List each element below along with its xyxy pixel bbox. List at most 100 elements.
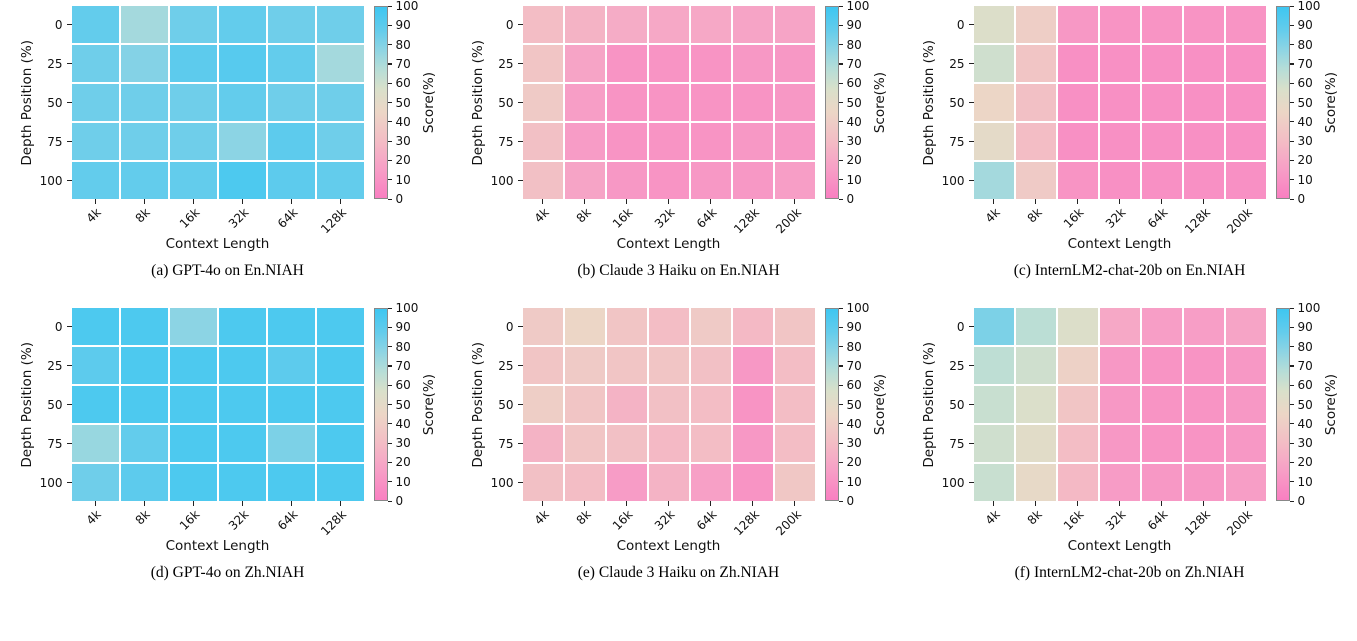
heatmap-cell: [690, 6, 731, 43]
y-tick-label: 25: [949, 358, 965, 373]
colorbar-label-wrap: Score(%): [872, 308, 888, 501]
heatmap-cell: [267, 425, 315, 462]
colorbar-tick-label: 80: [1297, 339, 1313, 354]
x-tick-label: 128k: [1181, 507, 1213, 539]
x-tick-mark: [584, 199, 586, 204]
colorbar-tick-mark: [387, 198, 392, 200]
heatmap-cell: [648, 6, 689, 43]
x-tick-label: 8k: [573, 507, 594, 528]
y-tick-label: 75: [47, 134, 63, 149]
heatmap-cell: [1099, 386, 1140, 423]
colorbar-tick-mark: [838, 24, 843, 26]
colorbar-tick-mark: [838, 102, 843, 104]
panel-caption: (a) GPT-4o on En.NIAH: [151, 262, 304, 279]
y-tick-mark: [968, 141, 974, 143]
heatmap-cell: [218, 123, 266, 160]
colorbar-tick-mark: [387, 102, 392, 104]
heatmap-cell: [606, 84, 647, 121]
x-tick-label: 32k: [652, 205, 678, 231]
x-axis-label: Context Length: [1067, 236, 1172, 252]
heatmap-cell: [120, 123, 168, 160]
colorbar: [1275, 6, 1290, 199]
colorbar-tick-label: 20: [1297, 455, 1313, 470]
x-tick-mark: [339, 501, 341, 506]
heatmap-cell: [973, 6, 1014, 43]
colorbar-tick-label: 70: [1297, 358, 1313, 373]
heatmap-grid: [973, 308, 1266, 501]
heatmap-cell: [1183, 45, 1224, 82]
heatmap-cell: [648, 45, 689, 82]
heatmap-cell: [169, 308, 217, 345]
y-tick-mark: [66, 404, 72, 406]
x-tick-label: 16k: [610, 205, 636, 231]
heatmap-cell: [218, 308, 266, 345]
y-tick-mark: [517, 102, 523, 104]
heatmap-cell: [1183, 84, 1224, 121]
y-tick-label: 50: [47, 95, 63, 110]
colorbar-tick-mark: [1289, 307, 1294, 309]
heatmap-panel: Depth Position (%) 0 25 50 75 100 4k 8k 16k 32k…: [2, 0, 453, 280]
heatmap-grid: [522, 6, 815, 199]
colorbar-tick-mark: [387, 179, 392, 181]
y-axis-label-wrap: Depth Position (%): [921, 308, 937, 501]
heatmap-cell: [316, 386, 364, 423]
x-tick-mark: [192, 199, 194, 204]
colorbar-label: Score(%): [420, 373, 437, 436]
heatmap-cell: [564, 308, 605, 345]
x-tick-label: 4k: [531, 507, 552, 528]
y-tick-label: 0: [956, 17, 965, 32]
heatmap-cell: [564, 123, 605, 160]
colorbar-tick-label: 0: [846, 494, 855, 508]
colorbar-tick-mark: [838, 404, 843, 406]
heatmap-cell: [169, 347, 217, 384]
y-tick-mark: [968, 63, 974, 65]
y-tick-label: 75: [47, 436, 63, 451]
y-tick-mark: [66, 102, 72, 104]
colorbar-tick-label: 70: [846, 56, 862, 71]
heatmap-cell: [1057, 123, 1098, 160]
colorbar-tick-mark: [838, 500, 843, 502]
colorbar: [824, 6, 839, 199]
colorbar-tick-label: 0: [395, 192, 404, 206]
heatmap-cell: [218, 464, 266, 501]
y-axis-label-wrap: Depth Position (%): [921, 6, 937, 199]
colorbar-tick-label: 10: [846, 474, 862, 489]
colorbar-tick-mark: [838, 63, 843, 65]
y-tick-label: 100: [941, 475, 965, 490]
heatmap-cell: [606, 308, 647, 345]
heatmap-cell: [732, 308, 773, 345]
heatmap-cell: [606, 386, 647, 423]
colorbar-tick-label: 60: [846, 378, 862, 393]
colorbar-label-wrap: Score(%): [421, 308, 437, 501]
x-tick-mark: [192, 501, 194, 506]
heatmap-cell: [316, 6, 364, 43]
colorbar-tick-mark: [1289, 82, 1294, 84]
heatmap-cell: [71, 464, 119, 501]
heatmap-cell: [732, 84, 773, 121]
y-tick-label: 100: [490, 475, 514, 490]
heatmap-cell: [1225, 84, 1266, 121]
y-tick-label: 75: [949, 134, 965, 149]
x-tick-mark: [1245, 199, 1247, 204]
y-tick-label: 0: [505, 17, 514, 32]
heatmap-panel: Depth Position (%) 0 25 50 75 100 4k 8k 16k 32k…: [453, 302, 904, 582]
x-tick-mark: [1161, 199, 1163, 204]
x-tick-label: 200k: [1223, 507, 1255, 539]
x-axis-ticks: 4k 8k 16k 32k 64k 128k 200k: [974, 199, 1266, 236]
y-tick-label: 0: [505, 319, 514, 334]
heatmap-cell: [218, 162, 266, 199]
heatmap-cell: [732, 123, 773, 160]
x-tick-label: 16k: [1061, 507, 1087, 533]
y-tick-mark: [968, 180, 974, 182]
heatmap-cell: [316, 123, 364, 160]
y-tick-mark: [66, 141, 72, 143]
colorbar-tick-mark: [387, 5, 392, 7]
x-tick-mark: [710, 501, 712, 506]
heatmap-cell: [71, 425, 119, 462]
colorbar-tick-label: 50: [395, 95, 411, 110]
heatmap-cell: [1015, 464, 1056, 501]
colorbar-tick-label: 10: [846, 172, 862, 187]
heatmap-cell: [690, 386, 731, 423]
heatmap-cell: [1225, 6, 1266, 43]
y-tick-mark: [66, 365, 72, 367]
